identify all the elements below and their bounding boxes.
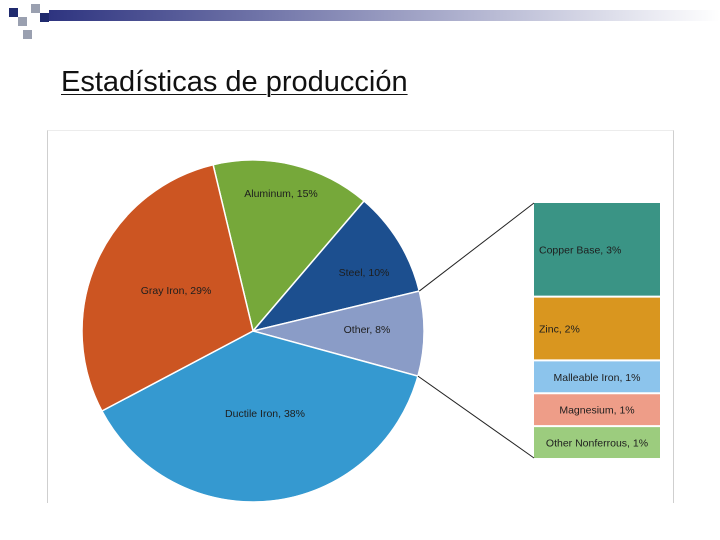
breakout-segment-other-nonferrous (534, 427, 660, 459)
leader-line-top (418, 202, 535, 292)
breakout-segment-copper-base (534, 203, 660, 296)
leader-line-bottom (417, 375, 535, 459)
pie-outline (81, 159, 425, 503)
breakout-segment-zinc (534, 297, 660, 360)
deco-square-gray-2 (31, 4, 40, 13)
breakout-label-copper-base: Copper Base, 3% (539, 244, 621, 256)
breakout-label-malleable-iron: Malleable Iron, 1% (554, 372, 641, 384)
breakout-label-zinc: Zinc, 2% (539, 324, 580, 336)
breakout-label-magnesium: Magnesium, 1% (559, 405, 634, 417)
slice-label-steel: Steel, 10% (339, 267, 390, 279)
chart-frame: Aluminum, 15% Steel, 10% Other, 8% Ductile … (47, 130, 674, 503)
deco-square-navy-1 (9, 8, 18, 17)
slide-decoration (9, 4, 720, 39)
breakout-segment-magnesium (534, 394, 660, 426)
slice-label-other: Other, 8% (344, 324, 391, 336)
slice-label-gray-iron: Gray Iron, 29% (141, 285, 212, 297)
breakout-label-other-nonferrous: Other Nonferrous, 1% (546, 438, 648, 450)
breakout-segment-malleable-iron (534, 361, 660, 393)
pie-chart: Aluminum, 15% Steel, 10% Other, 8% Ductile … (81, 159, 660, 503)
slice-label-aluminum: Aluminum, 15% (244, 188, 318, 200)
slice-label-ductile-iron: Ductile Iron, 38% (225, 408, 305, 420)
deco-square-gray-3 (23, 30, 32, 39)
deco-gradient-bar (49, 10, 720, 21)
deco-square-gray-1 (18, 17, 27, 26)
slide-title: Estadísticas de producción (61, 66, 408, 98)
deco-square-navy-2 (40, 13, 49, 22)
